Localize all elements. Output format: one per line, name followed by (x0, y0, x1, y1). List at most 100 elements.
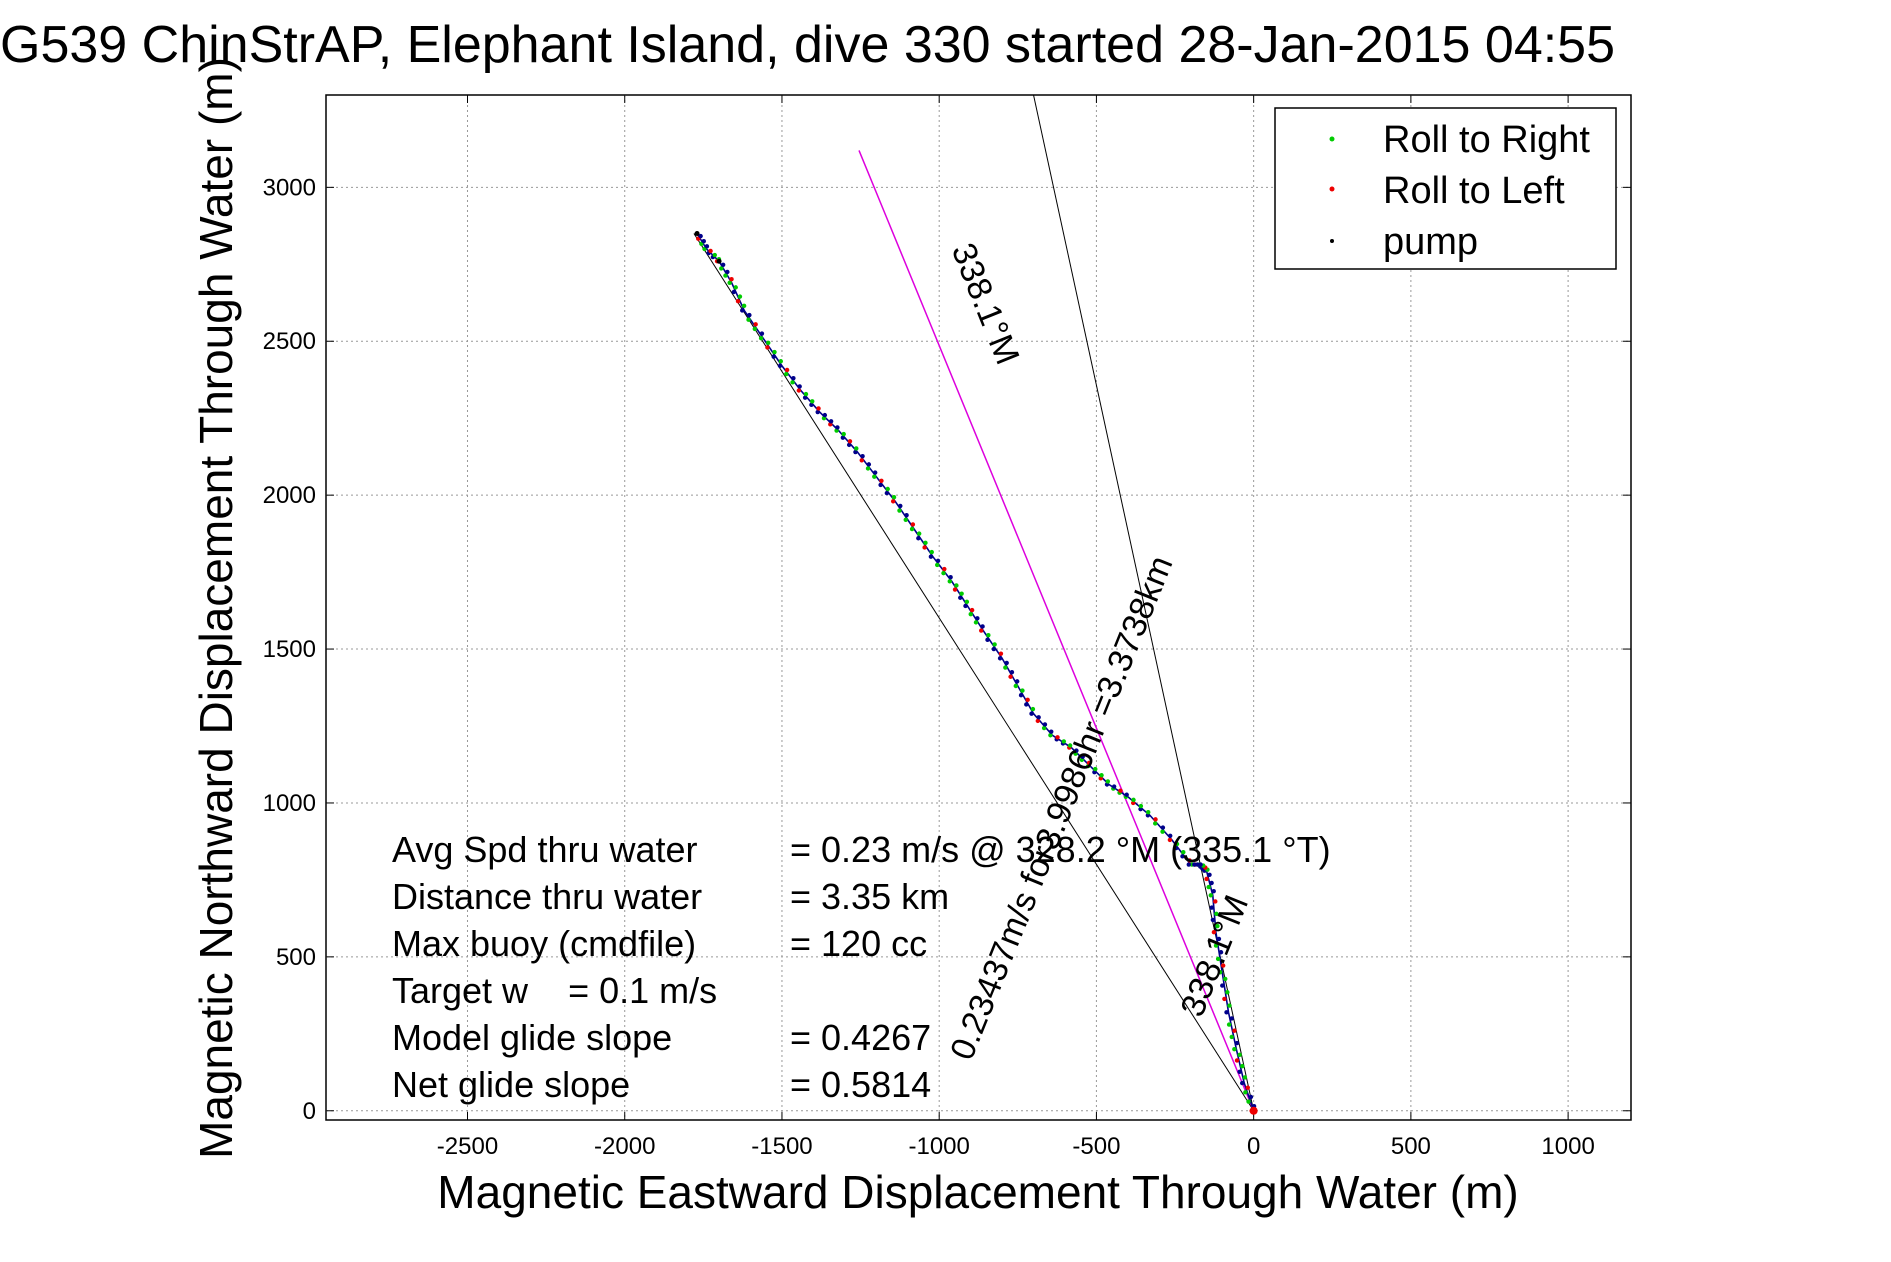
track-point (701, 239, 706, 244)
y-tick-label: 500 (276, 944, 316, 971)
roll-left-point (847, 439, 853, 444)
x-tick-labels: -2500 -2000 -1500 -1000 -500 0 500 1000 (437, 1133, 1595, 1160)
track-point (1192, 862, 1197, 867)
roll-right-point (1003, 665, 1008, 670)
y-tick-label: 2000 (263, 482, 316, 509)
track-point (1124, 792, 1129, 797)
roll-right-point (1146, 809, 1151, 815)
roll-right-point (803, 391, 809, 397)
current-heading-annotation: 338.1°M (944, 238, 1027, 370)
roll-right-point (778, 359, 784, 364)
track-point (1240, 1080, 1245, 1086)
roll-right-point (772, 349, 777, 355)
y-tick-label: 2500 (263, 328, 316, 355)
current-speed-annotation: 0.23437m/s for3.9986hr =3.3738km (943, 551, 1180, 1066)
roll-right-point (1160, 829, 1165, 834)
roll-left-point (879, 478, 884, 483)
roll-left-point (796, 388, 802, 393)
roll-right-point (1213, 943, 1219, 948)
x-tick-label: 1000 (1541, 1133, 1594, 1160)
track-point (731, 289, 737, 295)
track-point (928, 554, 934, 559)
y-tick-label: 1500 (263, 636, 316, 663)
track-point (1029, 711, 1034, 716)
roll-right-point (741, 303, 747, 309)
roll-right-point (1206, 884, 1211, 890)
track-point (935, 558, 941, 564)
track-point (1014, 679, 1020, 684)
roll-right-point (954, 583, 959, 588)
track-point (1004, 660, 1009, 666)
track-point (791, 375, 796, 381)
track-point (853, 449, 858, 455)
roll-left-point (969, 607, 975, 613)
track-point (1009, 669, 1015, 675)
x-tick-label: 0 (1247, 1133, 1260, 1160)
roll-left-point (729, 276, 734, 282)
track-point (1018, 693, 1024, 698)
roll-right-point (1181, 850, 1186, 855)
track-point (1229, 1016, 1235, 1021)
legend: Roll to Right Roll to Left pump (1274, 107, 1617, 270)
roll-left-point (1118, 788, 1123, 793)
track-point (1248, 1094, 1254, 1100)
roll-left-point (859, 458, 864, 463)
roll-left-point (1008, 674, 1013, 679)
roll-left-point (784, 367, 790, 373)
roll-left-point (1167, 837, 1173, 843)
roll-right-point (916, 531, 922, 536)
track-point (822, 412, 828, 418)
track-point (759, 331, 765, 336)
track-point (985, 637, 990, 643)
current-vector-line (858, 150, 1255, 1112)
roll-left-point (942, 566, 947, 572)
track-point (815, 409, 820, 415)
roll-right-point (947, 579, 952, 584)
roll-left-point (1055, 735, 1060, 740)
roll-right-point (1131, 797, 1136, 803)
roll-left-point (1211, 930, 1217, 935)
roll-left-point (1220, 963, 1226, 968)
roll-left-point (1187, 858, 1192, 863)
plot-area (325, 94, 1632, 1121)
track-point (1211, 888, 1216, 894)
roll-right-point (934, 562, 940, 568)
start-point (1249, 1106, 1258, 1115)
track-point (860, 453, 865, 459)
track-point (898, 503, 903, 509)
track-point (872, 470, 878, 475)
y-tick-label: 3000 (263, 174, 316, 201)
track-point (997, 656, 1003, 661)
stat-label: Net glide slope (392, 1064, 630, 1105)
roll-right-point (941, 570, 946, 576)
legend-marker-roll-right (1329, 136, 1335, 142)
roll-right-point (1218, 970, 1223, 975)
legend-label: Roll to Right (1383, 119, 1590, 161)
roll-left-point (1153, 817, 1158, 822)
roll-right-point (1215, 956, 1221, 962)
legend-marker-roll-left (1329, 186, 1335, 192)
roll-right-point (986, 633, 991, 638)
roll-left-point (765, 345, 770, 350)
x-tick-label: 500 (1391, 1133, 1431, 1160)
roll-right-point (1232, 1047, 1237, 1052)
track-point (771, 354, 776, 359)
roll-right-point (959, 591, 964, 596)
roll-left-point (1213, 899, 1218, 904)
roll-right-point (903, 517, 908, 522)
track-point (884, 490, 890, 496)
roll-right-point (1174, 841, 1180, 847)
roll-right-point (810, 399, 815, 404)
track-point (1042, 722, 1048, 727)
track-point (747, 312, 752, 318)
roll-right-point (1093, 766, 1098, 772)
stat-label: Avg Spd thru water (392, 829, 698, 870)
stat-label: Max buoy (cmdfile) (392, 923, 696, 964)
roll-right-point (737, 294, 743, 299)
roll-right-point (891, 495, 897, 500)
track-point (980, 624, 985, 629)
roll-right-point (1243, 1090, 1248, 1095)
track-point (1036, 715, 1041, 720)
roll-right-point (784, 371, 789, 377)
stat-label: Model glide slope (392, 1017, 672, 1058)
